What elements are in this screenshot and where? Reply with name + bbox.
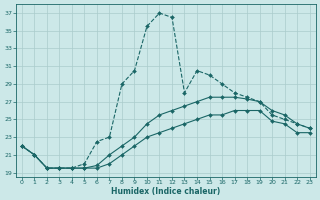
X-axis label: Humidex (Indice chaleur): Humidex (Indice chaleur) [111,187,220,196]
